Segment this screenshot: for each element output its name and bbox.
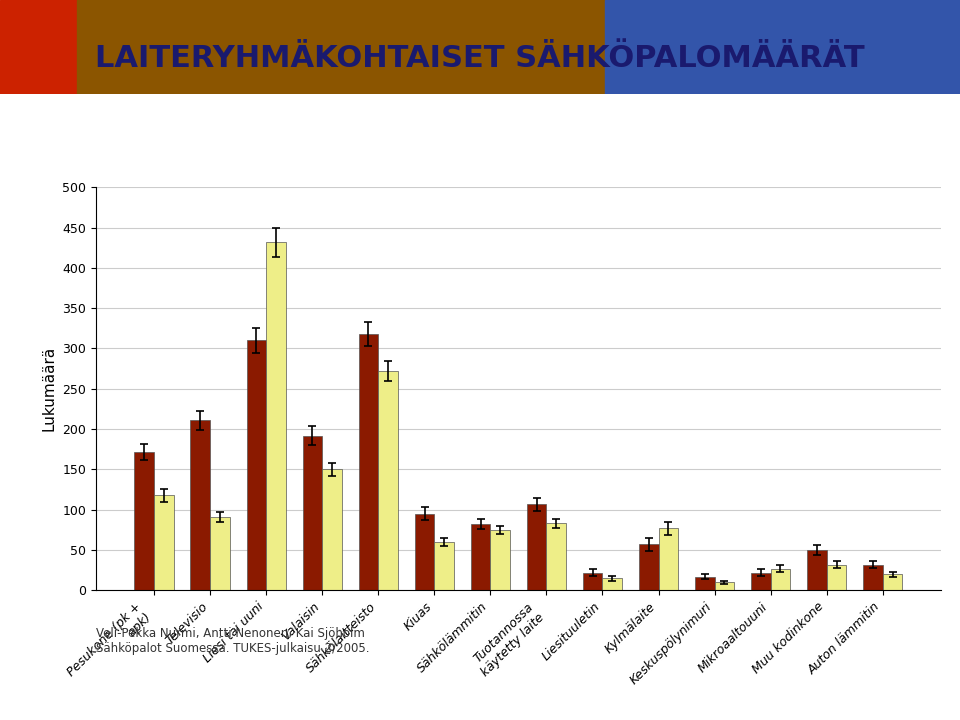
Bar [714, 582, 734, 590]
Bar [491, 530, 510, 590]
Bar [695, 577, 714, 590]
Bar [77, 0, 605, 94]
Text: TJ. Dos. Veli-Pekka Nurmi                    12.12.2007: TJ. Dos. Veli-Pekka Nurmi 12.12.2007 [326, 699, 634, 712]
Bar [210, 517, 229, 590]
Bar [359, 334, 378, 590]
Bar [771, 569, 790, 590]
Text: LAITERYHMÄKOHTAISET SÄHKÖPALOMÄÄRÄT: LAITERYHMÄKOHTAISET SÄHKÖPALOMÄÄRÄT [95, 43, 865, 73]
Text: Veli-Pekka Nurmi, Antti Nenonen, Kai Sjöholm
Sähköpalot Suomessa. TUKES-julkaisu: Veli-Pekka Nurmi, Antti Nenonen, Kai Sjö… [96, 627, 370, 655]
Bar [190, 420, 210, 590]
Bar [0, 0, 77, 94]
Bar [639, 544, 659, 590]
Bar [134, 451, 154, 590]
Bar [266, 242, 286, 590]
Bar [527, 504, 546, 590]
Bar [883, 575, 902, 590]
Bar [154, 495, 174, 590]
Bar [605, 0, 960, 94]
Bar [546, 523, 566, 590]
Y-axis label: Lukumäärä: Lukumäärä [41, 346, 57, 431]
Bar [827, 564, 847, 590]
Bar [378, 371, 397, 590]
Bar [302, 436, 323, 590]
Bar [603, 578, 622, 590]
Bar [751, 572, 771, 590]
Bar [659, 528, 678, 590]
Bar [583, 572, 603, 590]
Bar [247, 341, 266, 590]
Bar [323, 469, 342, 590]
Bar [434, 542, 454, 590]
Bar [415, 514, 434, 590]
Bar [807, 550, 827, 590]
Bar [470, 524, 491, 590]
Bar [863, 564, 883, 590]
